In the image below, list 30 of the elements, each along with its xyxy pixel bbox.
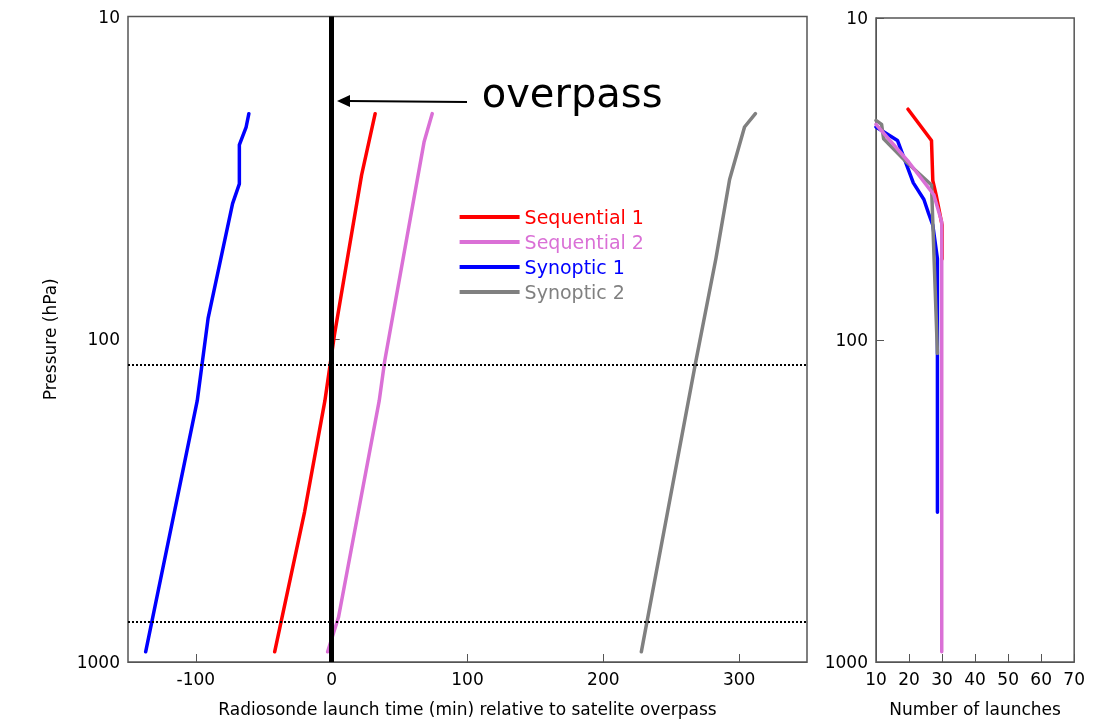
y-tick-label: 10 <box>846 8 868 28</box>
legend-label: Synoptic 1 <box>524 255 625 278</box>
x-tick-label: 20 <box>898 668 920 689</box>
y-tick-label: 10 <box>98 6 120 27</box>
x-tick-label: 10 <box>865 668 887 689</box>
y-axis-title: Pressure (hPa) <box>39 278 60 401</box>
x-tick-label: 70 <box>1063 668 1085 689</box>
x-tick-label: 50 <box>997 668 1019 689</box>
legend-label: Sequential 2 <box>524 230 644 253</box>
x-tick-label: 100 <box>451 668 484 689</box>
x-axis-title: Number of launches <box>889 698 1062 719</box>
legend-label: Synoptic 2 <box>524 280 625 303</box>
x-tick-label: 30 <box>931 668 953 689</box>
x-tick-label: 0 <box>326 668 338 689</box>
x-tick-label: 300 <box>722 668 756 689</box>
y-tick-label: 100 <box>835 330 868 350</box>
x-tick-label: 200 <box>587 668 620 689</box>
annotation: overpass <box>481 70 663 116</box>
x-tick-label: 40 <box>964 668 986 689</box>
x-axis-title: Radiosonde launch time (min) relative to satelite overpass <box>218 698 717 719</box>
line-series <box>874 122 944 654</box>
line-series <box>325 111 434 654</box>
line-series <box>272 111 377 654</box>
legend-label: Sequential 1 <box>524 205 644 228</box>
y-tick-label: 100 <box>87 329 120 350</box>
x-tick-label: 60 <box>1030 668 1052 689</box>
line-series <box>143 111 251 654</box>
y-tick-label: 1000 <box>824 652 868 672</box>
y-tick-label: 1000 <box>76 652 120 672</box>
x-tick-label: -100 <box>176 668 216 689</box>
